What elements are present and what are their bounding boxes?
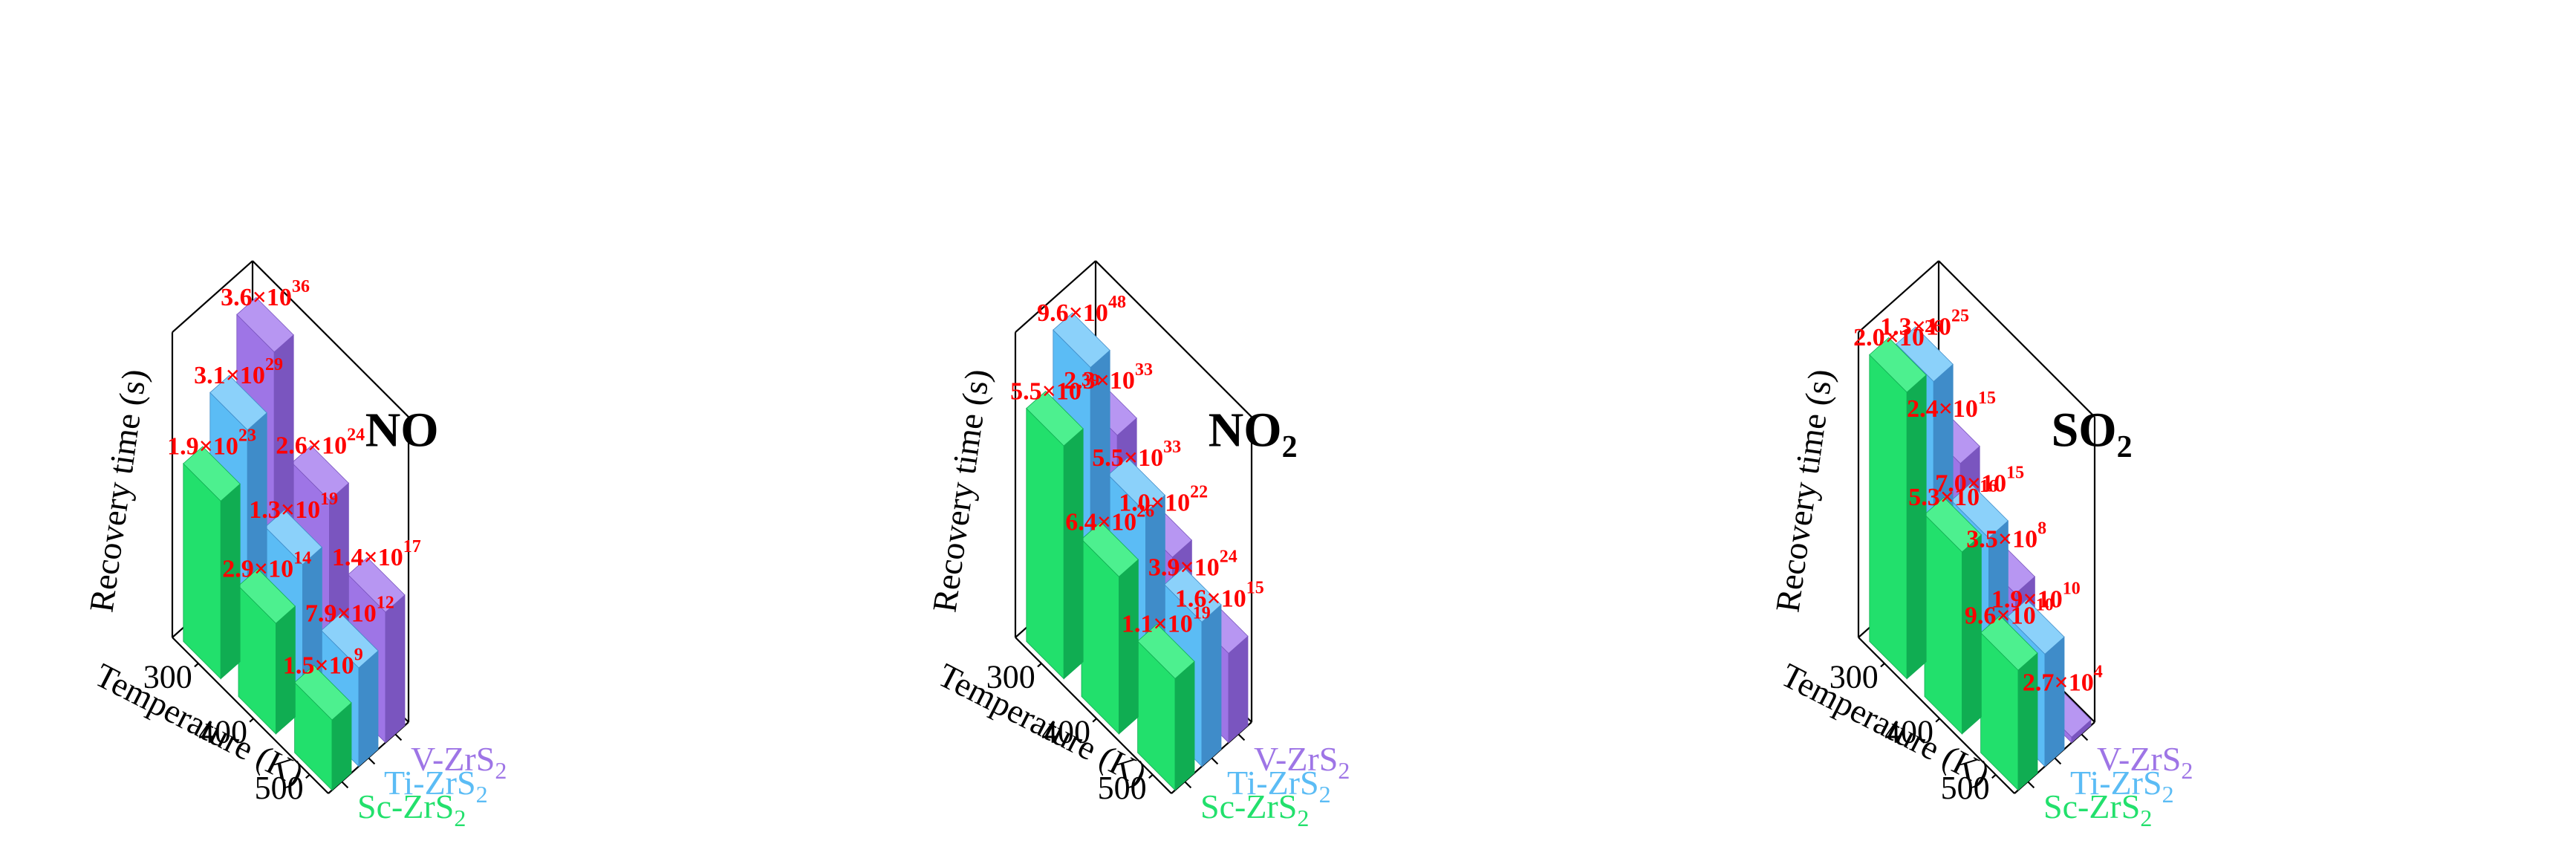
x-tick-label-400: 400 — [1041, 714, 1090, 750]
series-tick — [1211, 757, 1219, 765]
x-tick-label-400: 400 — [198, 714, 247, 750]
bar-sc-300 — [183, 446, 241, 680]
x-tick — [305, 773, 310, 779]
series-tick — [2054, 757, 2062, 765]
chart-panel-2: 1.6×1015 1.0×1022 2.3×1033 3.9×1024 5.5×1033… — [925, 260, 1350, 831]
data-label-ti-300: 1.3×1025 — [1880, 307, 1969, 341]
data-label-ti-500: 1.9×1010 — [1991, 579, 2081, 614]
top-back-edge — [252, 260, 409, 418]
x-tick-label-500: 500 — [1941, 770, 1990, 806]
bar-sc-300 — [1869, 337, 1927, 680]
data-label-v-500: 1.6×1015 — [1175, 579, 1264, 613]
data-label-v-400: 2.6×1024 — [276, 426, 365, 460]
z-axis-title: Recovery time (s) — [1768, 367, 1839, 614]
series-tick — [341, 781, 349, 789]
series-tick — [2027, 781, 2035, 789]
x-tick — [1092, 718, 1097, 723]
data-label-ti-400: 7.0×1015 — [1935, 463, 2024, 497]
x-tick-label-400: 400 — [1884, 714, 1933, 750]
x-tick — [1935, 718, 1940, 723]
top-left-edge — [172, 260, 253, 334]
bar-sc-400 — [1081, 522, 1139, 735]
data-label-sc-500: 1.1×1019 — [1122, 604, 1211, 638]
data-label-v-500: 1.4×1017 — [332, 537, 421, 571]
x-tick — [1148, 773, 1154, 779]
series-label-sc: Sc-ZrS2 — [1200, 788, 1309, 831]
x-tick — [1037, 663, 1042, 668]
x-tick — [1880, 663, 1885, 668]
top-back-edge — [1095, 260, 1252, 418]
data-label-sc-500: 9.6×1010 — [1965, 595, 2054, 629]
data-label-sc-400: 2.9×1014 — [222, 548, 311, 582]
data-label-sc-500: 1.5×109 — [283, 645, 363, 679]
series-tick — [2081, 733, 2089, 741]
x-tick-label-500: 500 — [255, 770, 304, 806]
chart-panel-3: 2.7×104 3.5×108 2.4×1015 1.9×1010 7.0×1015 1.… — [1768, 260, 2193, 831]
x-tick-label-500: 500 — [1098, 770, 1147, 806]
panel-title: NO — [365, 403, 439, 457]
data-label-ti-500: 3.9×1024 — [1148, 547, 1237, 581]
series-tick — [1184, 781, 1192, 789]
data-labels: 2.7×104 3.5×108 2.4×1015 1.9×1010 7.0×1015 1.… — [1853, 307, 2103, 697]
top-back-edge — [1938, 260, 2095, 418]
data-label-sc-400: 5.3×1016 — [1908, 477, 1997, 511]
data-label-ti-500: 7.9×1012 — [305, 593, 394, 627]
data-label-v-400: 3.5×108 — [1966, 519, 2046, 553]
data-label-sc-400: 6.4×1026 — [1065, 501, 1154, 536]
chart-panel-1: 1.4×1017 2.6×1024 3.6×1036 7.9×1012 1.3×1019… — [82, 260, 507, 831]
bar-sc-500 — [1980, 615, 2038, 791]
bars — [1869, 326, 2092, 791]
bars — [1026, 312, 1249, 791]
data-label-ti-400: 1.3×1019 — [249, 490, 338, 524]
x-tick — [194, 663, 199, 668]
series-label-ti: Ti-ZrS2 — [2070, 764, 2174, 808]
series-label-sc: Sc-ZrS2 — [2043, 788, 2152, 831]
panel-title: SO2 — [2052, 403, 2133, 464]
data-label-v-300: 3.6×1036 — [221, 277, 310, 311]
series-label-v: V-ZrS2 — [1254, 740, 1350, 784]
top-left-edge — [1015, 260, 1096, 334]
series-tick — [394, 733, 403, 741]
data-label-sc-300: 5.5×1039 — [1010, 371, 1099, 405]
series-tick — [368, 757, 376, 765]
data-label-sc-300: 1.9×1023 — [167, 426, 256, 461]
data-label-v-300: 2.4×1015 — [1907, 389, 1996, 423]
series-label-ti: Ti-ZrS2 — [384, 764, 488, 808]
series-tick — [1237, 733, 1246, 741]
z-axis-title: Recovery time (s) — [82, 367, 153, 614]
x-tick-label-300: 300 — [1829, 658, 1879, 695]
bar-sc-400 — [238, 568, 296, 735]
data-label-v-500: 2.7×104 — [2023, 662, 2103, 696]
x-tick-label-300: 300 — [986, 658, 1035, 695]
bar-sc-300 — [1026, 391, 1084, 680]
bar-sc-500 — [294, 665, 352, 791]
data-labels: 1.4×1017 2.6×1024 3.6×1036 7.9×1012 1.3×1019… — [167, 277, 421, 679]
z-axis-title: Recovery time (s) — [925, 367, 996, 614]
x-tick — [1991, 773, 1997, 779]
data-label-ti-300: 3.1×1029 — [194, 355, 283, 389]
series-label-sc: Sc-ZrS2 — [357, 788, 466, 831]
panel-title: NO2 — [1209, 403, 1298, 464]
bar-sc-500 — [1137, 623, 1195, 791]
data-label-v-400: 1.0×1022 — [1119, 482, 1208, 516]
x-tick — [249, 718, 254, 723]
data-label-ti-400: 5.5×1033 — [1092, 438, 1181, 472]
bars — [183, 296, 406, 791]
bar-sc-400 — [1924, 496, 1982, 735]
series-label-v: V-ZrS2 — [2097, 740, 2193, 784]
data-label-v-300: 2.3×1033 — [1064, 360, 1153, 394]
x-tick-label-300: 300 — [143, 658, 192, 695]
data-labels: 1.6×1015 1.0×1022 2.3×1033 3.9×1024 5.5×1033… — [1010, 293, 1264, 638]
data-label-sc-300: 2.0×1026 — [1853, 317, 1942, 351]
series-label-ti: Ti-ZrS2 — [1227, 764, 1331, 808]
data-label-ti-300: 9.6×1048 — [1037, 293, 1126, 327]
top-left-edge — [1858, 260, 1939, 334]
series-label-v: V-ZrS2 — [411, 740, 507, 784]
chart-panels: 1.4×1017 2.6×1024 3.6×1036 7.9×1012 1.3×1019… — [82, 260, 2193, 831]
